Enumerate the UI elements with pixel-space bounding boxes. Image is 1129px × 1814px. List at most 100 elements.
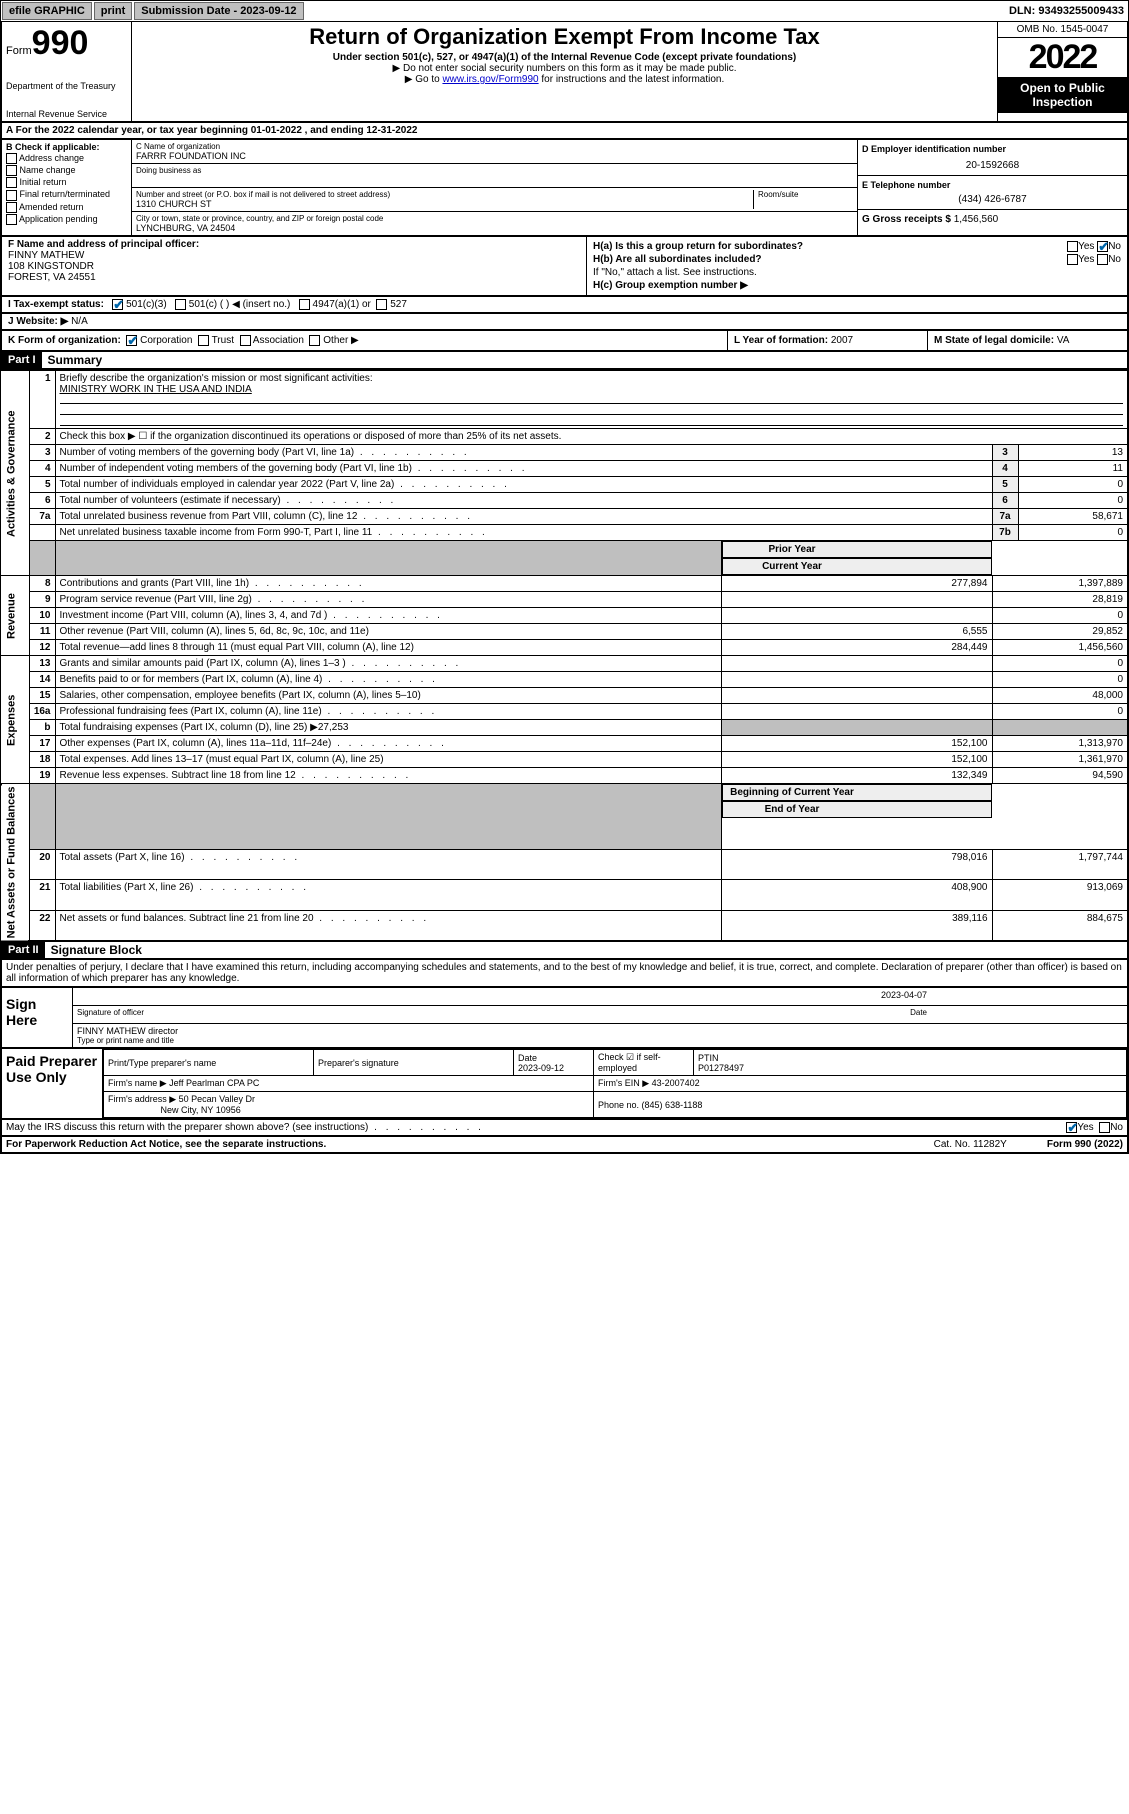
pra-notice: For Paperwork Reduction Act Notice, see … xyxy=(6,1139,934,1150)
val-20c: 1,797,744 xyxy=(992,850,1128,880)
irs-label: Internal Revenue Service xyxy=(6,109,127,119)
line15: Salaries, other compensation, employee b… xyxy=(55,688,722,704)
line7a: Total unrelated business revenue from Pa… xyxy=(55,509,992,525)
chk-name-change[interactable]: Name change xyxy=(6,165,127,176)
val-14c: 0 xyxy=(992,672,1128,688)
chk-final-return[interactable]: Final return/terminated xyxy=(6,189,127,200)
dept-treasury: Department of the Treasury xyxy=(6,81,127,91)
chk-501c[interactable] xyxy=(175,299,186,310)
form-number: Form990 xyxy=(6,24,127,63)
discuss-yes[interactable] xyxy=(1066,1122,1077,1133)
box-m: M State of legal domicile: VA xyxy=(927,331,1127,350)
gross-receipts-value: 1,456,560 xyxy=(954,214,999,225)
prep-date: 2023-09-12 xyxy=(518,1063,564,1073)
line13: Grants and similar amounts paid (Part IX… xyxy=(55,656,722,672)
submission-date-chip: Submission Date - 2023-09-12 xyxy=(134,2,303,20)
val-22c: 884,675 xyxy=(992,910,1128,941)
line7b: Net unrelated business taxable income fr… xyxy=(55,525,992,541)
chk-application-pending[interactable]: Application pending xyxy=(6,214,127,225)
city-label: City or town, state or province, country… xyxy=(136,214,853,223)
val-8c: 1,397,889 xyxy=(992,576,1128,592)
val-15p xyxy=(722,688,993,704)
chk-corp[interactable] xyxy=(126,335,137,346)
website-value: N/A xyxy=(71,316,88,327)
discuss-no[interactable] xyxy=(1099,1122,1110,1133)
irs-discuss-line: May the IRS discuss this return with the… xyxy=(0,1120,1129,1137)
val-14p xyxy=(722,672,993,688)
val-12p: 284,449 xyxy=(722,640,993,656)
officer-sig-line: 2023-04-07 xyxy=(73,988,1127,1006)
chk-address-change[interactable]: Address change xyxy=(6,153,127,164)
irs-link[interactable]: www.irs.gov/Form990 xyxy=(442,74,538,85)
officer-sig-labels: Signature of officer Date xyxy=(73,1006,1127,1024)
year-formation: 2007 xyxy=(831,335,853,346)
chk-initial-return[interactable]: Initial return xyxy=(6,177,127,188)
section-klm: K Form of organization: Corporation Trus… xyxy=(0,331,1129,352)
val-18c: 1,361,970 xyxy=(992,752,1128,768)
firm-addr1: 50 Pecan Valley Dr xyxy=(179,1094,255,1104)
val-16ap xyxy=(722,704,993,720)
hb-yes[interactable] xyxy=(1067,254,1078,265)
val-4: 11 xyxy=(1018,461,1128,477)
box-c: C Name of organization FARRR FOUNDATION … xyxy=(132,140,857,235)
print-button[interactable]: print xyxy=(94,2,132,20)
gross-receipts-label: G Gross receipts $ xyxy=(862,214,954,225)
box-l: L Year of formation: 2007 xyxy=(727,331,927,350)
ha-yes[interactable] xyxy=(1067,241,1078,252)
val-21p: 408,900 xyxy=(722,880,993,910)
ssn-note: ▶ Do not enter social security numbers o… xyxy=(136,63,993,74)
form-header: Form990 Department of the Treasury Inter… xyxy=(0,22,1129,123)
val-19c: 94,590 xyxy=(992,768,1128,784)
omb-number: OMB No. 1545-0047 xyxy=(998,22,1127,38)
line8: Contributions and grants (Part VIII, lin… xyxy=(55,576,722,592)
val-19p: 132,349 xyxy=(722,768,993,784)
sign-here-right: 2023-04-07 Signature of officer Date FIN… xyxy=(72,988,1127,1047)
cat-no: Cat. No. 11282Y xyxy=(934,1139,1007,1150)
dba-label: Doing business as xyxy=(136,166,853,175)
val-9p xyxy=(722,592,993,608)
form-subtitle: Under section 501(c), 527, or 4947(a)(1)… xyxy=(136,52,993,63)
line1: Briefly describe the organization's miss… xyxy=(55,371,1128,429)
hb-no[interactable] xyxy=(1097,254,1108,265)
chk-527[interactable] xyxy=(376,299,387,310)
part2-header: Part II Signature Block xyxy=(0,942,1129,960)
form-title: Return of Organization Exempt From Incom… xyxy=(136,24,993,50)
chk-501c3[interactable] xyxy=(112,299,123,310)
open-to-public: Open to Public Inspection xyxy=(998,77,1127,113)
ha-line: H(a) Is this a group return for subordin… xyxy=(593,241,1121,252)
form-prefix: Form xyxy=(6,45,32,57)
chk-trust[interactable] xyxy=(198,335,209,346)
summary-table: Activities & Governance 1 Briefly descri… xyxy=(0,370,1129,942)
part1-header: Part I Summary xyxy=(0,352,1129,370)
dba-cell: Doing business as xyxy=(132,164,857,188)
val-11p: 6,555 xyxy=(722,624,993,640)
part1-label: Part I xyxy=(2,352,42,368)
firm-phone-cell: Phone no. (845) 638-1188 xyxy=(594,1092,1127,1118)
box-d: D Employer identification number 20-1592… xyxy=(858,140,1127,176)
efile-button[interactable]: efile GRAPHIC xyxy=(2,2,92,20)
phone-label: E Telephone number xyxy=(862,180,1123,190)
ptin-value: P01278497 xyxy=(698,1063,744,1073)
ha-no[interactable] xyxy=(1097,241,1108,252)
chk-amended-return[interactable]: Amended return xyxy=(6,202,127,213)
val-5: 0 xyxy=(1018,477,1128,493)
prior-year-hdr: Prior Year xyxy=(722,541,992,558)
val-12c: 1,456,560 xyxy=(992,640,1128,656)
firm-name-cell: Firm's name ▶ Jeff Pearlman CPA PC xyxy=(104,1076,594,1092)
declaration: Under penalties of perjury, I declare th… xyxy=(0,960,1129,988)
line17: Other expenses (Part IX, column (A), lin… xyxy=(55,736,722,752)
chk-4947[interactable] xyxy=(299,299,310,310)
box-b-label: B Check if applicable: xyxy=(6,142,127,152)
chk-assoc[interactable] xyxy=(240,335,251,346)
val-13p xyxy=(722,656,993,672)
org-name-cell: C Name of organization FARRR FOUNDATION … xyxy=(132,140,857,164)
box-b: B Check if applicable: Address change Na… xyxy=(2,140,132,235)
chk-other[interactable] xyxy=(309,335,320,346)
val-7a: 58,671 xyxy=(1018,509,1128,525)
top-bar: efile GRAPHIC print Submission Date - 20… xyxy=(0,0,1129,22)
header-right: OMB No. 1545-0047 2022 Open to Public In… xyxy=(997,22,1127,121)
box-j: J Website: ▶ N/A xyxy=(0,314,1129,331)
line18: Total expenses. Add lines 13–17 (must eq… xyxy=(55,752,722,768)
room-label: Room/suite xyxy=(758,190,853,199)
box-f: F Name and address of principal officer:… xyxy=(2,237,587,295)
